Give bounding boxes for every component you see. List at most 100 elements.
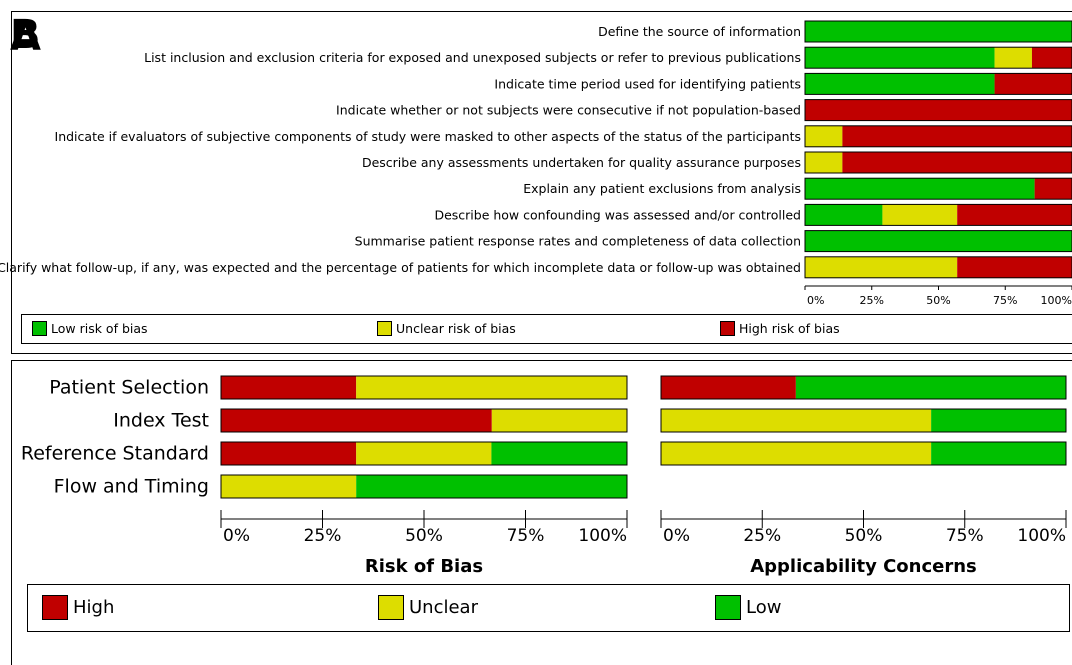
bar-outline-1 <box>660 375 1067 400</box>
bar-segment-unclear-risk-of-bias-8 <box>882 204 958 226</box>
x-tick-label-4: 75% <box>507 526 545 546</box>
bar-segment-high-risk-of-bias-2 <box>1031 47 1072 69</box>
x-axis-title: Risk of Bias <box>365 556 483 577</box>
legend-swatch-unclear-risk <box>377 321 392 336</box>
bar-segment-low-risk-of-bias-9 <box>805 230 1072 252</box>
legend-item-unclear: Unclear <box>378 595 478 620</box>
legend-label-high: High <box>73 597 115 618</box>
bar-segment-high-1 <box>221 376 357 399</box>
bar-segment-high-risk-of-bias-6 <box>842 152 1072 173</box>
bar-outline-9 <box>804 230 1072 253</box>
row-label-4: Indicate whether or not subjects were co… <box>336 103 801 118</box>
bar-outline-3 <box>220 441 628 466</box>
legend-item-high: High <box>42 595 114 620</box>
bar-segment-low-risk-of-bias-3 <box>805 73 995 95</box>
bar-segment-low-2 <box>931 409 1066 432</box>
panel-a-letter: A <box>10 14 41 60</box>
row-label-9: Summarise patient response rates and com… <box>355 234 801 249</box>
row-label-2: Index Test <box>113 410 209 432</box>
legend-item-high-risk: High risk of bias <box>720 321 840 336</box>
x-tick-label-4: 75% <box>946 526 984 546</box>
row-label-10: Clarify what follow-up, if any, was expe… <box>0 260 801 275</box>
bar-segment-high-risk-of-bias-4 <box>805 99 1072 121</box>
legend-swatch-high-risk <box>720 321 735 336</box>
bar-segment-high-risk-of-bias-5 <box>842 125 1072 147</box>
bar-segment-unclear-risk-of-bias-5 <box>805 125 843 147</box>
row-label-2: List inclusion and exclusion criteria fo… <box>144 50 801 65</box>
x-tick-label-1: 0% <box>223 526 250 546</box>
legend-item-unclear-risk: Unclear risk of bias <box>377 321 516 336</box>
bar-outline-8 <box>804 203 1072 226</box>
row-label-3: Indicate time period used for identifyin… <box>494 76 801 91</box>
bar-segment-low-3 <box>931 442 1066 465</box>
x-tick-label-5: 100% <box>1041 294 1072 307</box>
bar-outline-1 <box>804 20 1072 43</box>
legend-item-low-risk: Low risk of bias <box>32 321 148 336</box>
legend-item-low: Low <box>715 595 781 620</box>
row-label-6: Describe any assessments undertaken for … <box>362 155 801 170</box>
bar-segment-low-1 <box>795 376 1066 399</box>
bar-segment-low-risk-of-bias-7 <box>805 178 1035 200</box>
bar-segment-high-risk-of-bias-10 <box>957 256 1072 278</box>
bar-segment-high-1 <box>661 376 796 399</box>
legend-label-low: Low <box>746 597 782 618</box>
x-tick-label-3: 50% <box>845 526 883 546</box>
bar-outline-4 <box>220 474 628 499</box>
legend-label-unclear: Unclear <box>409 597 478 618</box>
legend-label-low-risk: Low risk of bias <box>51 321 148 336</box>
bar-segment-high-3 <box>221 442 357 465</box>
bar-outline-2 <box>220 408 628 433</box>
bar-segment-unclear-risk-of-bias-2 <box>994 47 1032 69</box>
bar-outline-5 <box>804 125 1072 148</box>
bar-outline-3 <box>804 72 1072 95</box>
legend-swatch-low <box>715 595 741 620</box>
x-tick-label-1: 0% <box>663 526 690 546</box>
row-label-7: Explain any patient exclusions from anal… <box>523 181 801 196</box>
bar-segment-unclear-risk-of-bias-10 <box>805 256 958 278</box>
bar-segment-high-risk-of-bias-3 <box>994 73 1072 95</box>
bar-outline-1 <box>220 375 628 400</box>
panel-b-letter: B <box>10 12 41 58</box>
row-label-4: Flow and Timing <box>54 476 209 498</box>
x-tick-label-5: 100% <box>578 526 627 546</box>
row-label-1: Define the source of information <box>598 24 801 39</box>
row-label-3: Reference Standard <box>21 443 209 465</box>
bar-segment-low-risk-of-bias-8 <box>805 204 883 226</box>
legend-swatch-high <box>42 595 68 620</box>
legend-label-high-risk: High risk of bias <box>739 321 840 336</box>
legend-label-unclear-risk: Unclear risk of bias <box>396 321 516 336</box>
row-label-5: Indicate if evaluators of subjective com… <box>55 129 801 144</box>
bar-segment-low-risk-of-bias-2 <box>805 47 995 69</box>
bar-segment-low-4 <box>356 475 627 498</box>
bar-outline-10 <box>804 256 1072 279</box>
bar-segment-unclear-3 <box>356 442 492 465</box>
legend-b: High Unclear Low <box>27 584 1070 632</box>
x-tick-label-2: 25% <box>304 526 342 546</box>
legend-swatch-unclear <box>378 595 404 620</box>
bar-segment-low-risk-of-bias-1 <box>805 21 1072 42</box>
legend-swatch-low-risk <box>32 321 47 336</box>
bar-outline-2 <box>804 46 1072 69</box>
x-tick-label-1: 0% <box>807 294 824 307</box>
bar-outline-4 <box>804 99 1072 122</box>
x-tick-label-2: 25% <box>743 526 781 546</box>
bar-segment-low-3 <box>491 442 627 465</box>
bar-segment-high-risk-of-bias-8 <box>957 204 1072 226</box>
x-tick-label-3: 50% <box>405 526 443 546</box>
x-tick-label-5: 100% <box>1017 526 1066 546</box>
legend-a: Low risk of bias Unclear risk of bias Hi… <box>21 314 1072 344</box>
bar-outline-3 <box>660 441 1067 466</box>
x-tick-label-2: 25% <box>860 294 884 307</box>
bar-segment-high-risk-of-bias-7 <box>1034 178 1072 200</box>
bar-outline-7 <box>804 177 1072 200</box>
x-tick-label-4: 75% <box>993 294 1017 307</box>
bar-segment-unclear-3 <box>661 442 932 465</box>
bar-segment-unclear-2 <box>661 409 932 432</box>
bar-segment-unclear-1 <box>356 376 627 399</box>
row-label-1: Patient Selection <box>49 377 209 399</box>
bar-outline-2 <box>660 408 1067 433</box>
x-tick-label-3: 50% <box>926 294 950 307</box>
